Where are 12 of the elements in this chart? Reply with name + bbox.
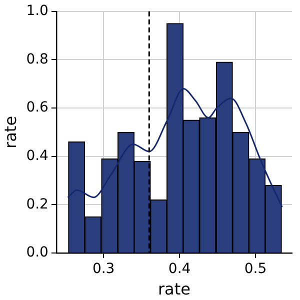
x-tick-label: 0.5	[244, 261, 267, 278]
line-series	[67, 88, 283, 208]
y-tick-label: 0.8	[26, 51, 48, 68]
y-tick-label: 0.6	[26, 100, 49, 116]
x-axis-title: rate	[158, 280, 190, 299]
y-tick-label: 0.0	[26, 244, 48, 261]
x-tick-label: 0.4	[168, 261, 191, 278]
y-tick-label: 0.2	[26, 196, 48, 212]
y-axis-title: rate	[0, 116, 20, 148]
y-tick-label: 1.0	[26, 3, 48, 20]
x-tick-label: 0.3	[92, 261, 115, 278]
y-tick-label: 0.4	[26, 148, 49, 164]
